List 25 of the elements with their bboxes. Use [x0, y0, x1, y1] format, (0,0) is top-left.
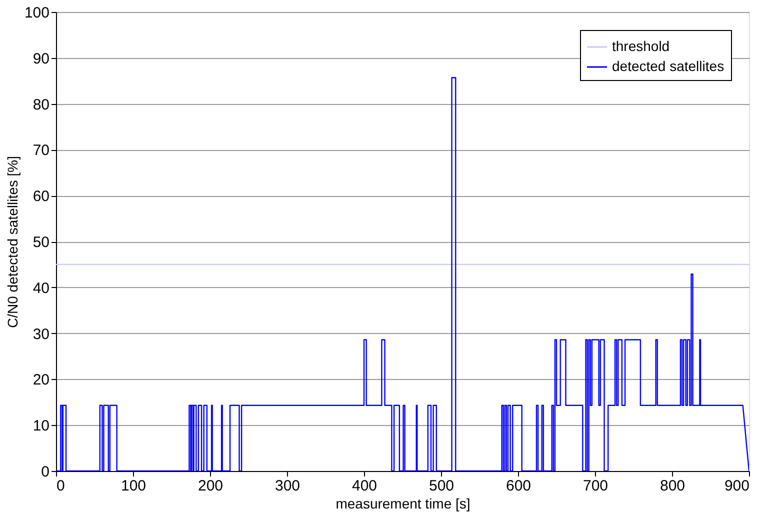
x-tick-label: 800: [660, 478, 686, 494]
y-tick-label: 10: [32, 418, 50, 435]
x-tick-label: 400: [352, 478, 378, 494]
y-tick-label: 40: [32, 280, 50, 297]
y-tick-label: 80: [32, 96, 50, 114]
x-tick-label: 300: [274, 478, 300, 494]
x-tick-label: 200: [198, 478, 224, 494]
y-tick-label: 30: [32, 326, 50, 343]
y-tick-label: 20: [32, 372, 50, 389]
x-tick-label: 600: [506, 478, 532, 494]
x-tick-label: 0: [56, 478, 65, 494]
y-tick-label: 90: [32, 50, 50, 68]
y-axis-title: C/N0 detected satellites [%]: [4, 156, 20, 328]
y-tick-label: 50: [32, 234, 50, 251]
x-tick-label: 500: [428, 478, 454, 494]
x-tick-label: 900: [724, 478, 750, 494]
y-tick-label: 70: [32, 142, 50, 160]
x-tick-label: 100: [120, 478, 146, 494]
legend-label: detected satellites: [612, 58, 724, 74]
x-tick-label: 700: [582, 478, 608, 494]
legend-label: threshold: [612, 38, 670, 54]
y-tick-label: 60: [32, 188, 50, 206]
x-axis-title: measurement time [s]: [336, 496, 470, 512]
y-tick-label: 0: [41, 464, 50, 480]
y-tick-label: 100: [24, 4, 50, 22]
